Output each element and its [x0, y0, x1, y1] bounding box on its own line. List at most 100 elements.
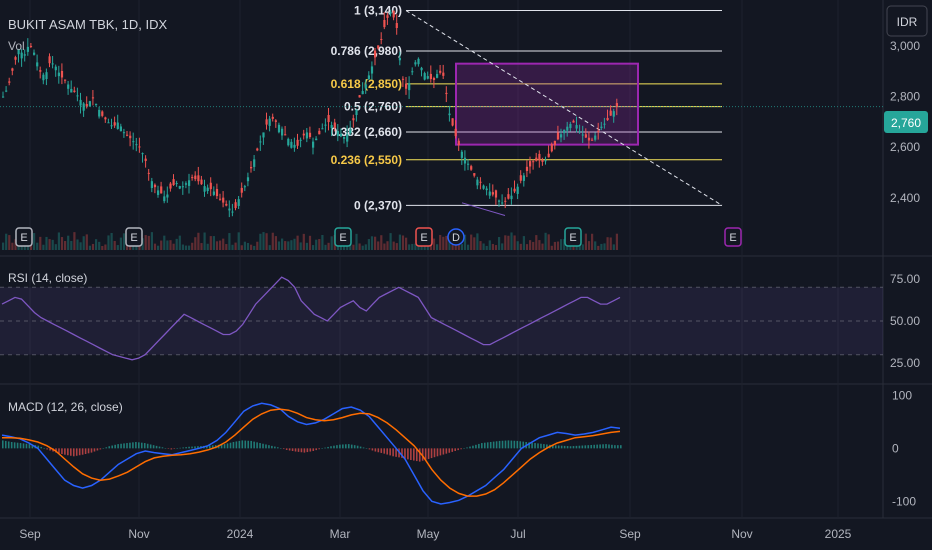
candle-body — [594, 135, 597, 140]
candle-body — [268, 118, 271, 126]
event-marker-label: E — [339, 232, 346, 244]
macd-histogram-bar — [365, 448, 368, 449]
macd-histogram-bar — [300, 448, 303, 453]
candle-body — [85, 104, 88, 107]
volume-bar — [575, 243, 578, 250]
volume-bar — [222, 238, 225, 250]
currency-button[interactable] — [886, 5, 928, 37]
macd-histogram-bar — [64, 448, 66, 455]
macd-histogram-bar — [191, 446, 193, 449]
candle-body — [609, 110, 612, 116]
candle-body — [215, 189, 219, 197]
macd-histogram-bar — [602, 444, 604, 449]
volume-bar — [51, 239, 54, 250]
volume-bar — [436, 244, 439, 250]
macd-histogram-bar — [442, 448, 445, 455]
candle-body — [287, 138, 290, 146]
macd-histogram-bar — [368, 448, 371, 450]
macd-histogram-bar — [7, 441, 10, 449]
volume-bar — [501, 243, 504, 250]
fib-highlight-box — [455, 62, 639, 146]
macd-histogram-bar — [599, 444, 601, 449]
currency-label: IDR — [897, 15, 918, 29]
candle-body — [485, 188, 488, 191]
candle-body — [79, 99, 82, 106]
candle-body — [501, 202, 504, 204]
x-tick-label: Nov — [731, 527, 752, 541]
macd-histogram-bar — [543, 444, 545, 449]
candle-body — [575, 125, 578, 129]
macd-histogram-bar — [554, 445, 557, 449]
candle-body — [73, 90, 76, 92]
fib-retracement[interactable]: 1 (3,140)0.786 (2,980)0.618 (2,850)0.5 (… — [331, 4, 723, 216]
x-tick-label: Sep — [19, 527, 41, 541]
volume-bar — [11, 242, 14, 250]
x-tick-label: Jul — [510, 527, 525, 541]
candle-body — [349, 129, 352, 134]
rsi-pane: 75.00 50.00 25.00 — [0, 272, 920, 370]
candle-body — [476, 179, 479, 186]
volume-bar — [228, 233, 231, 250]
macd-histogram-bar — [120, 443, 122, 449]
candle-body — [116, 122, 119, 129]
fib-level-label: 1 (3,140) — [354, 4, 402, 18]
candle-body — [467, 163, 470, 165]
macd-histogram-bar — [238, 440, 241, 449]
volume-bar — [510, 232, 513, 250]
volume-bar — [615, 233, 618, 250]
macd-histogram-bar — [445, 448, 448, 454]
macd-histogram-bar — [596, 444, 598, 449]
volume-bar — [476, 233, 479, 250]
macd-histogram-bar — [531, 442, 533, 449]
candle-body — [191, 177, 194, 179]
macd-histogram-bar — [481, 443, 483, 449]
macd-histogram-bar — [356, 445, 359, 449]
macd-histogram-bar — [67, 448, 69, 456]
volume-bar — [76, 239, 79, 250]
candle-body — [488, 191, 491, 196]
candle-body — [516, 186, 519, 194]
candle-body — [560, 134, 563, 138]
volume-bar — [147, 235, 150, 250]
macd-histogram-bar — [129, 442, 131, 449]
volume-bar — [284, 241, 287, 250]
volume-bar — [538, 240, 541, 250]
macd-histogram-bar — [182, 447, 184, 449]
candle-body — [246, 177, 250, 182]
volume-bar — [253, 245, 256, 250]
candle-body — [482, 185, 485, 189]
volume-bar — [315, 239, 318, 250]
candle-body — [14, 57, 17, 60]
candle-body — [188, 180, 191, 186]
volume-bar — [392, 241, 395, 250]
volume-bar — [39, 236, 42, 250]
candle-body — [126, 134, 129, 136]
volume-bar — [209, 236, 212, 250]
candle-body — [29, 45, 33, 47]
volume-bar — [42, 244, 45, 250]
rsi-title: RSI (14, close) — [8, 271, 87, 285]
candle-body — [398, 57, 401, 61]
volume-bar — [191, 242, 194, 250]
macd-histogram-bar — [241, 440, 244, 449]
candle-body — [129, 135, 132, 139]
macd-tick-label: 100 — [892, 388, 912, 402]
macd-histogram-bar — [439, 448, 442, 456]
candle-body — [429, 73, 432, 80]
macd-histogram-bar — [495, 441, 498, 449]
macd-histogram-bar — [504, 440, 507, 449]
macd-histogram-bar — [448, 448, 451, 453]
candle-body — [23, 54, 26, 56]
volume-bar — [197, 232, 200, 250]
macd-histogram-bar — [492, 441, 495, 449]
candle-body — [544, 160, 547, 162]
volume-bar — [85, 234, 88, 250]
macd-histogram-bar — [362, 447, 365, 449]
macd-histogram-bar — [395, 448, 397, 457]
volume-bar — [281, 238, 284, 250]
candle-body — [181, 186, 184, 188]
candle-body — [432, 77, 436, 80]
